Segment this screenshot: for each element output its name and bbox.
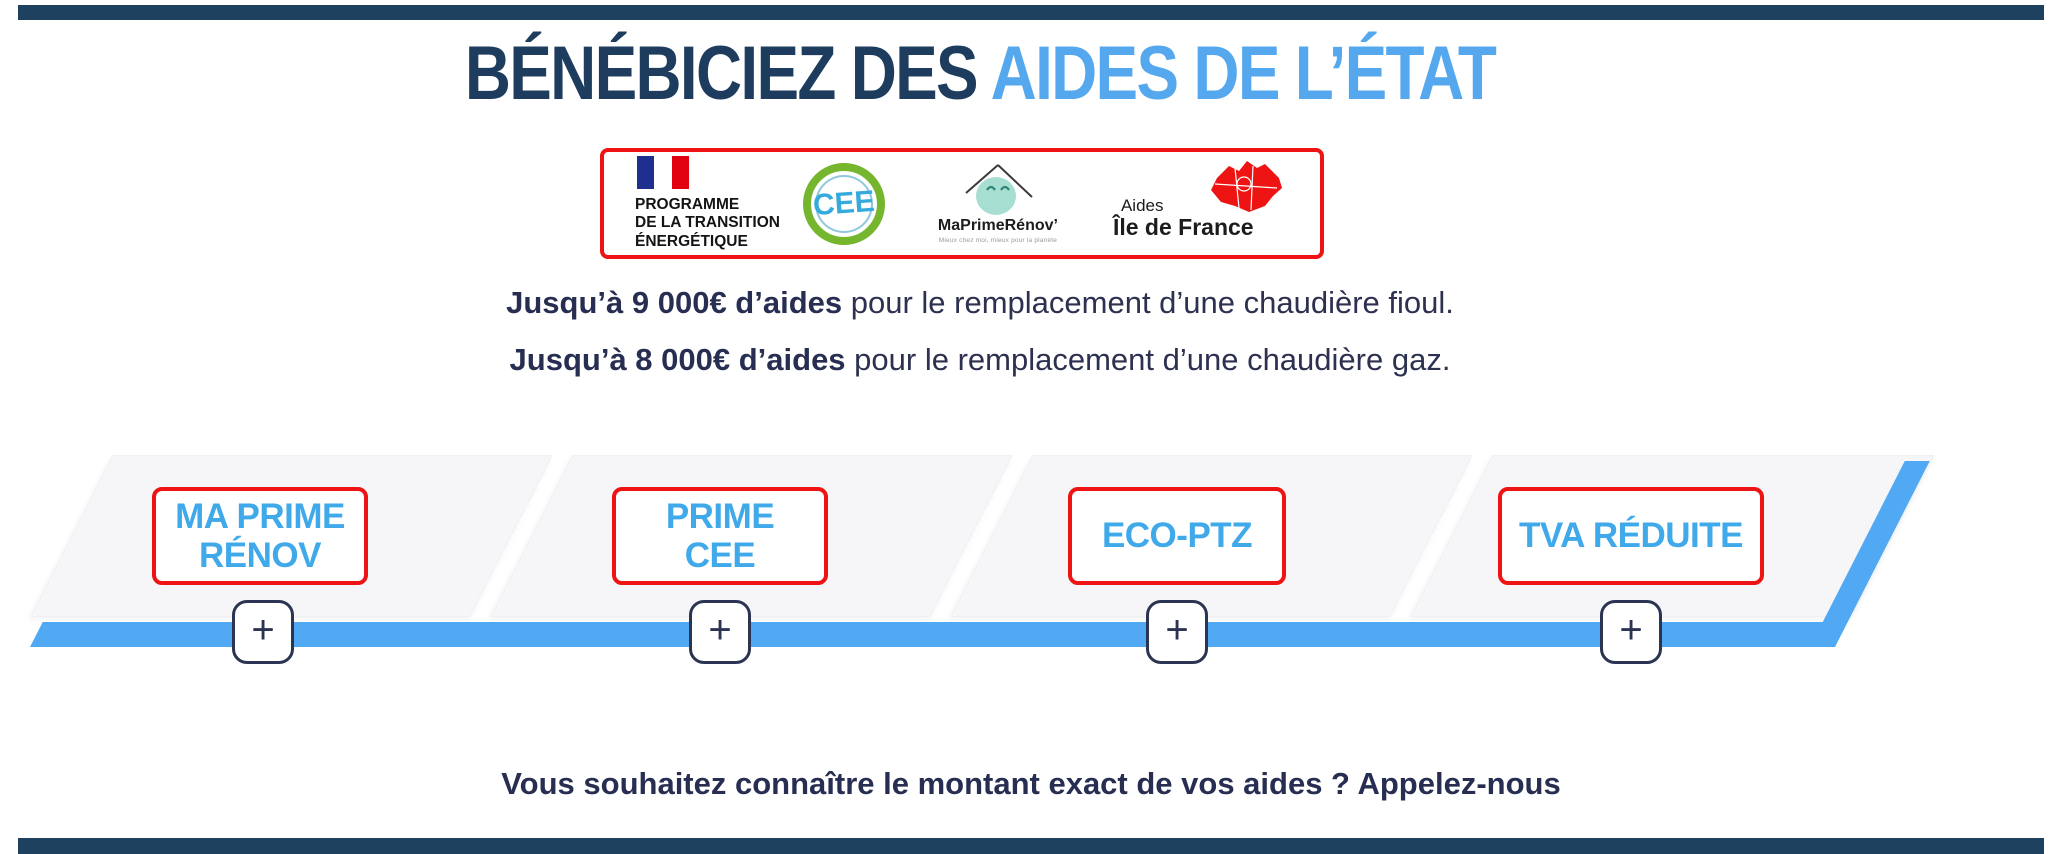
french-flag-icon [637,155,689,189]
programme-label: PROGRAMME DE LA TRANSITION ÉNERGÉTIQUE [635,195,780,250]
partner-logos-strip: PROGRAMME DE LA TRANSITION ÉNERGÉTIQUE C… [600,148,1324,259]
logo-programme-transition: PROGRAMME DE LA TRANSITION ÉNERGÉTIQUE [635,155,780,252]
timeline-blue-bar [30,622,1831,647]
plus-icon: + [251,608,275,652]
expand-button-tva-reduite[interactable]: + [1600,600,1662,664]
logo-maprimerenov: MaPrimeRénov’ Mieux chez moi, mieux pour… [908,163,1088,244]
plus-icon: + [1165,608,1189,652]
cee-label: CEE [811,184,876,222]
page-title-dark: BÉNÉBICIEZ DES [464,31,991,116]
aid-box-ma-prime-renov: MA PRIME RÉNOV [152,487,368,585]
plus-icon: + [1619,608,1643,652]
page-title-blue: AIDES DE L’ÉTAT [990,31,1497,116]
aids-timeline: MA PRIME RÉNOV PRIME CEE ECO-PTZ TVA RÉD… [0,437,2062,677]
aid-box-eco-ptz: ECO-PTZ [1068,487,1286,585]
maprimerenov-label: MaPrimeRénov’ [937,217,1058,234]
idf-aides-label: Aides [1120,195,1164,215]
idf-map-icon [1210,160,1282,212]
idf-name-label: Île de France [1112,213,1254,240]
expand-button-prime-cee[interactable]: + [689,600,751,664]
aid-box-tva-reduite: TVA RÉDUITE [1498,487,1764,585]
maprimerenov-icon [965,164,1033,215]
benefit-line-fioul: Jusqu’à 9 000€ d’aides pour le remplacem… [506,285,1454,320]
bottom-divider-bar [18,838,2044,854]
top-divider-bar [18,5,2044,20]
cee-badge-icon: CEE [802,162,885,245]
expand-button-ma-prime-renov[interactable]: + [232,600,294,664]
aid-box-prime-cee: PRIME CEE [612,487,828,585]
expand-button-eco-ptz[interactable]: + [1146,600,1208,664]
benefit-line-gaz: Jusqu’à 8 000€ d’aides pour le remplacem… [509,342,1451,377]
maprimerenov-tagline: Mieux chez moi, mieux pour la planète [938,237,1058,244]
plus-icon: + [708,608,732,652]
benefits-text: Jusqu’à 9 000€ d’aides pour le remplacem… [0,285,1960,399]
page-title: BÉNÉBICIEZ DES AIDES DE L’ÉTAT [157,30,1803,117]
cta-text: Vous souhaitez connaître le montant exac… [501,766,1561,801]
logo-aides-ile-de-france: Aides Île de France [1111,158,1289,250]
